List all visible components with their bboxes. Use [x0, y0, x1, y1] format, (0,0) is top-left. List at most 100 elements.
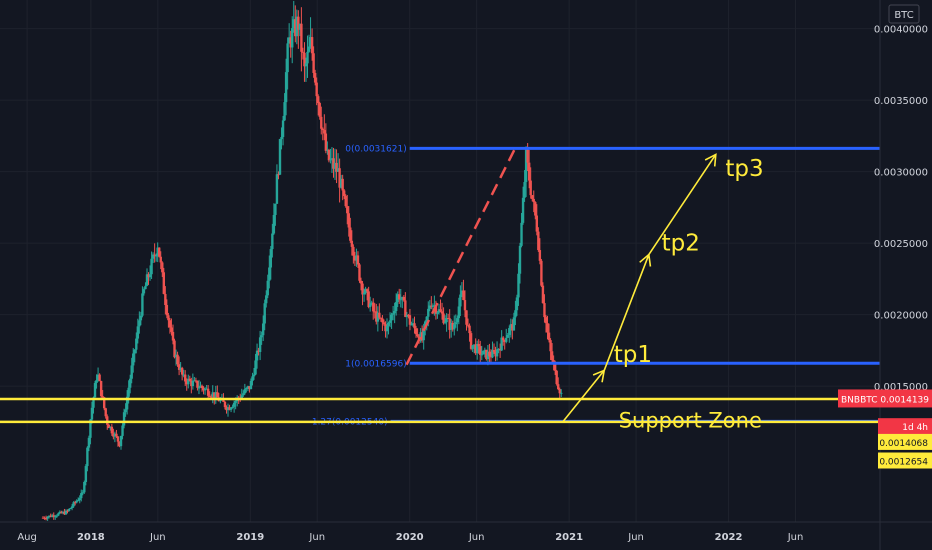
candle-body: [353, 255, 357, 261]
candle-body: [200, 385, 204, 389]
candle-body: [112, 433, 115, 437]
candle-body: [323, 130, 326, 134]
candle-body: [356, 255, 360, 265]
candle-body: [280, 136, 283, 140]
candle-body: [306, 51, 309, 64]
candle-body: [144, 285, 147, 290]
candle-body: [252, 374, 256, 377]
candle-body: [289, 37, 292, 48]
countdown-label: 1d 4h: [902, 423, 928, 433]
candle-body: [436, 312, 439, 314]
candle-body: [300, 23, 303, 52]
candle-body: [57, 513, 60, 516]
level-price-label: 0.0014068: [879, 439, 928, 449]
candle-body: [213, 392, 216, 399]
candle-body: [194, 380, 198, 382]
candle-body: [402, 296, 406, 301]
candle-body: [199, 385, 202, 388]
candle-body: [132, 353, 135, 366]
candle-body: [303, 52, 306, 67]
candle-body: [396, 294, 399, 303]
candle-body: [287, 37, 291, 44]
candle-body: [113, 433, 117, 437]
candle-body: [317, 96, 320, 104]
candle-body: [54, 516, 57, 518]
candle-body: [431, 305, 435, 307]
candle-body: [384, 324, 387, 332]
fib-level-label: 0(0.0031621): [345, 144, 406, 154]
candle-body: [505, 337, 508, 342]
candle-body: [136, 326, 140, 339]
x-tick-label: Jun: [627, 532, 644, 543]
candle-body: [202, 388, 205, 391]
candle-body: [361, 283, 364, 295]
candle-body: [553, 364, 557, 371]
candle-body: [261, 323, 265, 336]
candle-body: [381, 318, 384, 323]
candle-body: [335, 162, 338, 172]
candle-body: [60, 511, 63, 514]
level-price-tag: [878, 433, 932, 450]
fib-level-label: 1(0.0016596): [345, 359, 406, 369]
candle-body: [245, 388, 248, 390]
candle-body: [229, 407, 233, 410]
candle-body: [495, 349, 499, 357]
candle-body: [318, 103, 321, 117]
candle-body: [434, 305, 438, 314]
candle-body: [460, 290, 464, 295]
candle-body: [387, 322, 390, 326]
candle-body: [446, 318, 450, 320]
y-tick-label: 0.0030000: [874, 168, 928, 179]
y-tick-label: 0.0015000: [874, 382, 928, 393]
candle-body: [416, 334, 419, 337]
candle-body: [128, 378, 132, 388]
candle-body: [159, 256, 162, 263]
candle-body: [543, 303, 546, 318]
candle-body: [165, 305, 169, 316]
candle-body: [524, 149, 528, 183]
candle-body: [425, 316, 428, 322]
candle-body: [407, 314, 410, 316]
candle-body: [450, 322, 453, 330]
candle-body: [489, 356, 493, 358]
candle-body: [214, 392, 217, 399]
candle-body: [234, 401, 237, 403]
currency-badge[interactable]: BTC: [888, 4, 920, 24]
x-tick-label: Jun: [468, 532, 485, 543]
candle-body: [64, 510, 68, 515]
candle-body: [535, 215, 539, 232]
candle-body: [437, 309, 441, 313]
candle-body: [385, 325, 389, 332]
candle-body: [378, 312, 381, 318]
candle-body: [309, 37, 312, 47]
candle-body: [410, 324, 413, 326]
candle-body: [338, 168, 341, 188]
candle-body: [295, 16, 299, 37]
candle-body: [398, 294, 401, 300]
candle-body: [272, 214, 276, 234]
candle-body: [223, 401, 227, 408]
candle-body: [405, 314, 409, 317]
candle-body: [457, 306, 461, 319]
candle-body: [333, 162, 337, 169]
candle-body: [257, 350, 260, 352]
candle-body: [557, 384, 560, 390]
candle-body: [139, 315, 143, 321]
candle-body: [124, 409, 127, 413]
candle-body: [469, 333, 473, 349]
candle-body: [549, 340, 552, 352]
candle-body: [107, 424, 110, 429]
candle-body: [170, 327, 173, 332]
candle-body: [246, 386, 250, 389]
candle-body: [529, 180, 532, 196]
candle-body: [49, 515, 52, 517]
candle-body: [119, 435, 123, 447]
candle-body: [390, 314, 393, 321]
candle-body: [294, 19, 297, 37]
candle-body: [475, 344, 479, 354]
candle-body: [177, 364, 181, 370]
candle-body: [145, 274, 149, 286]
candle-body: [408, 315, 412, 325]
